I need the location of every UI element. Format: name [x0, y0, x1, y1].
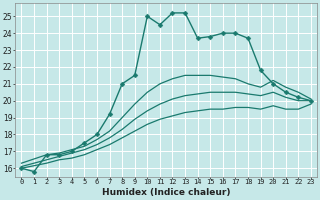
X-axis label: Humidex (Indice chaleur): Humidex (Indice chaleur) — [102, 188, 230, 197]
